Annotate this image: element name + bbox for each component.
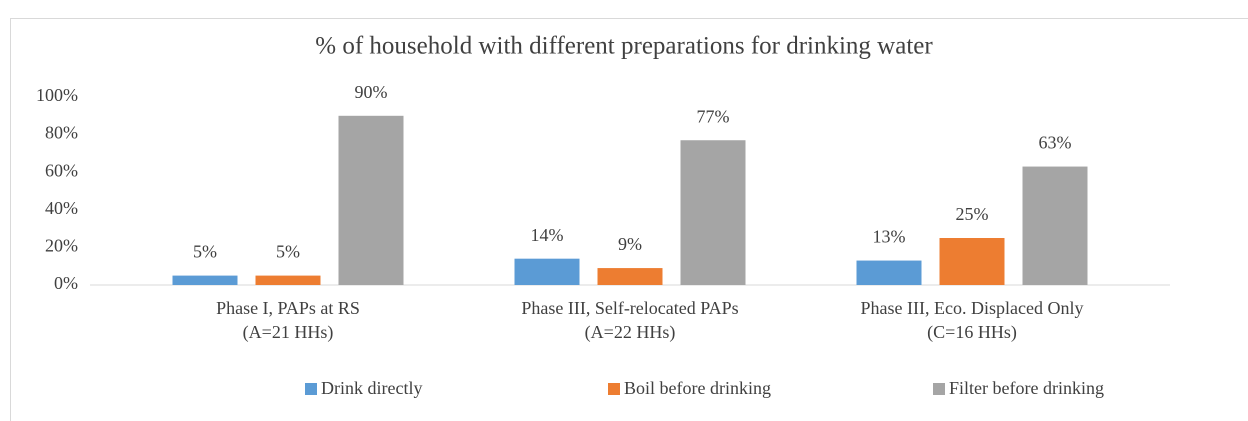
bar (255, 275, 321, 285)
data-label: 25% (956, 204, 989, 224)
y-tick-label: 20% (45, 236, 78, 256)
data-label: 77% (697, 106, 730, 126)
bar (338, 115, 404, 285)
x-tick-label: (A=22 HHs) (585, 322, 676, 343)
legend-swatch (305, 383, 317, 395)
bar (939, 238, 1005, 285)
chart-title: % of household with different preparatio… (315, 33, 933, 60)
data-label: 63% (1039, 133, 1072, 153)
bar (172, 275, 238, 285)
data-label: 90% (355, 82, 388, 102)
x-tick-label: Phase I, PAPs at RS (216, 298, 360, 318)
data-label: 5% (276, 242, 300, 262)
y-tick-label: 80% (45, 123, 78, 143)
legend-label: Boil before drinking (624, 378, 771, 398)
legend-label: Filter before drinking (949, 378, 1104, 398)
bar (1022, 166, 1088, 285)
data-label: 14% (531, 225, 564, 245)
legend-swatch (933, 383, 945, 395)
legend-label: Drink directly (321, 378, 422, 398)
legend-swatch (608, 383, 620, 395)
y-tick-label: 100% (36, 85, 78, 105)
bar (856, 260, 922, 285)
bar (680, 140, 746, 285)
bar (514, 258, 580, 285)
data-label: 5% (193, 242, 217, 262)
x-tick-label: (C=16 HHs) (927, 322, 1017, 343)
x-tick-label: Phase III, Eco. Displaced Only (861, 298, 1084, 318)
y-tick-label: 60% (45, 160, 78, 180)
y-tick-label: 40% (45, 198, 78, 218)
data-label: 13% (873, 227, 906, 247)
x-tick-label: (A=21 HHs) (243, 322, 334, 343)
y-tick-label: 0% (54, 273, 78, 293)
bar (597, 268, 663, 285)
x-tick-label: Phase III, Self-relocated PAPs (521, 298, 738, 318)
data-label: 9% (618, 234, 642, 254)
